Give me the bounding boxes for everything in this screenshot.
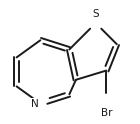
Text: N: N <box>31 99 39 108</box>
Text: S: S <box>92 9 99 19</box>
Text: Br: Br <box>101 108 112 118</box>
